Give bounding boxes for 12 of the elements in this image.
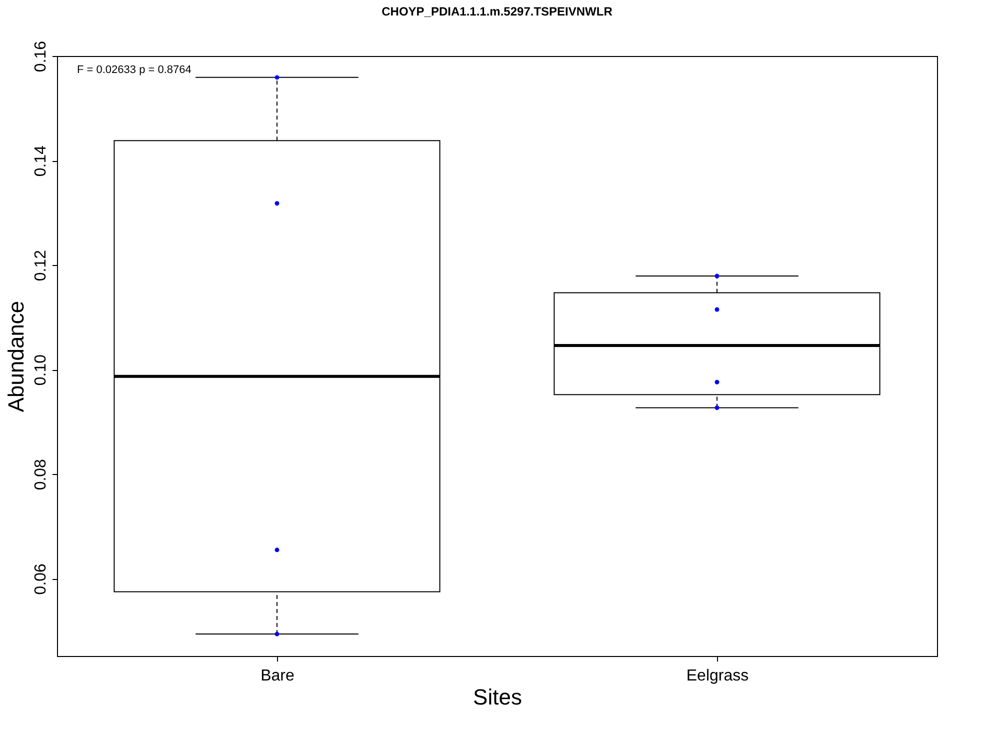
y-tick-label: 0.08 [32, 458, 50, 490]
y-tick-label: 0.12 [32, 250, 50, 282]
y-axis-title: Abundance [4, 300, 28, 412]
y-tick-label: 0.16 [32, 40, 50, 72]
y-tick-label: 0.06 [32, 563, 50, 595]
x-tick-label: Eelgrass [686, 668, 749, 684]
x-axis-title: Sites [473, 684, 522, 710]
y-tick-label: 0.10 [32, 354, 50, 386]
annotation: F = 0.02633 p = 0.8764 [77, 64, 192, 76]
y-tick-label: 0.14 [32, 145, 50, 177]
x-tick-label: Bare [260, 668, 294, 684]
chart-title: CHOYP_PDIA1.1.1.m.5297.TSPEIVNWLR [382, 4, 613, 18]
